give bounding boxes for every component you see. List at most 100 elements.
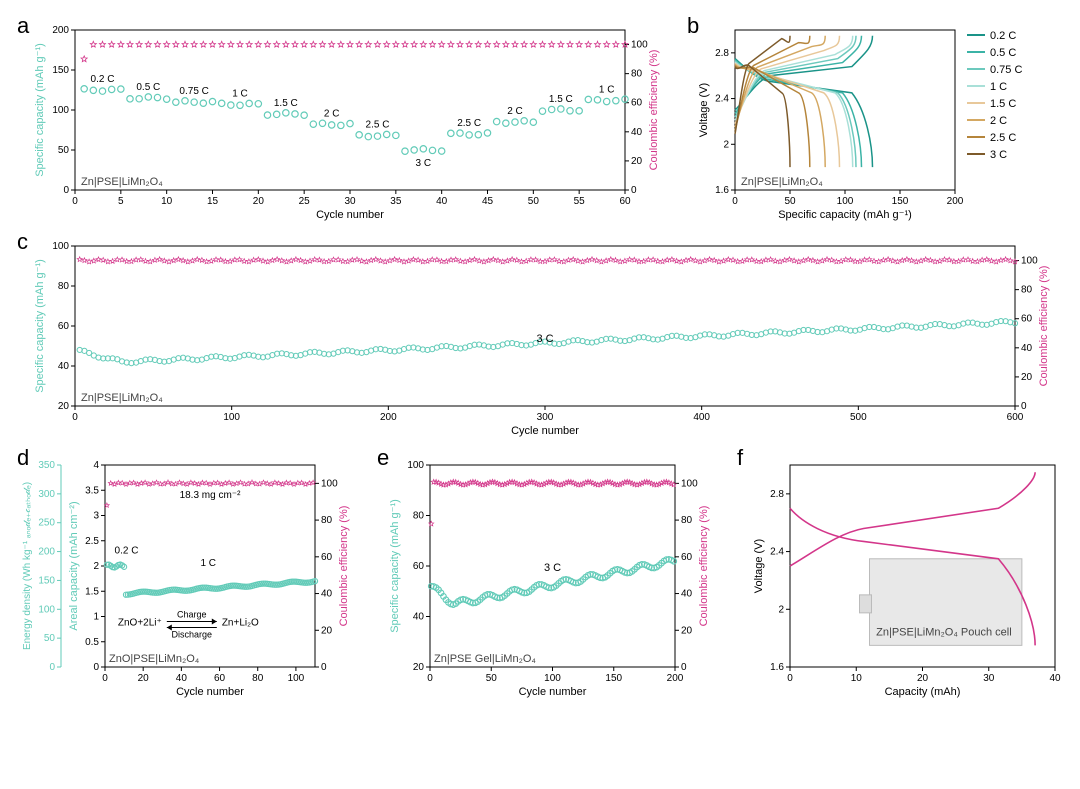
svg-text:250: 250 [38, 518, 55, 529]
svg-text:3 C: 3 C [544, 562, 561, 574]
svg-text:1 C: 1 C [990, 81, 1007, 93]
svg-text:0: 0 [321, 662, 327, 673]
svg-text:50: 50 [784, 196, 796, 207]
svg-text:2 C: 2 C [990, 115, 1007, 127]
panel-e-label: e [377, 445, 389, 471]
panel-c-label: c [17, 229, 28, 255]
svg-text:80: 80 [681, 515, 693, 526]
svg-text:100: 100 [223, 412, 240, 423]
svg-text:3: 3 [93, 511, 99, 522]
svg-text:1.6: 1.6 [770, 662, 784, 673]
svg-text:40: 40 [1021, 343, 1033, 354]
panel-d: d 020406080100Cycle number00.511.522.533… [15, 447, 365, 707]
svg-text:Capacity (mAh): Capacity (mAh) [885, 686, 961, 698]
panel-e: e 050100150200Cycle number20406080100Spe… [375, 447, 725, 707]
svg-text:60: 60 [321, 552, 333, 563]
svg-text:2: 2 [93, 561, 99, 572]
svg-text:0: 0 [631, 185, 637, 196]
svg-text:0.75 C: 0.75 C [179, 86, 208, 97]
svg-text:0.2 C: 0.2 C [91, 74, 115, 85]
svg-text:80: 80 [321, 515, 333, 526]
svg-text:Areal capacity (mAh cm⁻²): Areal capacity (mAh cm⁻²) [68, 501, 80, 630]
svg-text:100: 100 [52, 105, 69, 116]
svg-text:3.5: 3.5 [85, 485, 99, 496]
svg-text:0: 0 [681, 662, 687, 673]
panel-b: b 050100150200Specific capacity (mAh g⁻¹… [685, 15, 1065, 225]
svg-text:60: 60 [619, 196, 631, 207]
svg-text:1.5 C: 1.5 C [990, 98, 1016, 110]
svg-text:Zn|PSE|LiMn₂O₄: Zn|PSE|LiMn₂O₄ [81, 176, 163, 188]
svg-text:2.5 C: 2.5 C [366, 120, 390, 131]
svg-text:Coulombic efficiency (%): Coulombic efficiency (%) [698, 506, 710, 627]
svg-text:0.75 C: 0.75 C [990, 64, 1022, 76]
svg-text:100: 100 [681, 478, 698, 489]
svg-text:350: 350 [38, 460, 55, 471]
svg-text:Cycle number: Cycle number [316, 209, 384, 221]
svg-text:20: 20 [413, 662, 425, 673]
svg-text:2: 2 [723, 139, 729, 150]
svg-text:60: 60 [58, 321, 70, 332]
svg-text:Cycle number: Cycle number [519, 686, 587, 698]
svg-text:Coulombic efficiency (%): Coulombic efficiency (%) [1038, 266, 1050, 387]
svg-text:3 C: 3 C [416, 158, 432, 169]
svg-text:500: 500 [850, 412, 867, 423]
svg-text:40: 40 [58, 361, 70, 372]
svg-text:20: 20 [631, 156, 643, 167]
svg-text:20: 20 [321, 625, 333, 636]
svg-text:40: 40 [631, 127, 643, 138]
svg-text:0: 0 [427, 673, 433, 684]
svg-text:Voltage (V): Voltage (V) [753, 539, 765, 593]
svg-text:100: 100 [544, 673, 561, 684]
svg-text:Coulombic efficiency (%): Coulombic efficiency (%) [338, 506, 350, 627]
svg-text:3 C: 3 C [536, 333, 553, 345]
svg-text:1.5 C: 1.5 C [549, 94, 573, 105]
svg-text:0: 0 [102, 673, 108, 684]
svg-text:2.5: 2.5 [85, 536, 99, 547]
panel-d-label: d [17, 445, 29, 471]
svg-text:0: 0 [787, 673, 793, 684]
svg-text:30: 30 [983, 673, 995, 684]
svg-text:100: 100 [837, 196, 854, 207]
svg-text:0.2 C: 0.2 C [990, 30, 1016, 42]
svg-text:1.6: 1.6 [715, 185, 729, 196]
svg-text:150: 150 [605, 673, 622, 684]
svg-text:200: 200 [52, 25, 69, 36]
svg-text:2: 2 [778, 604, 784, 615]
svg-text:20: 20 [681, 625, 693, 636]
svg-text:50: 50 [528, 196, 540, 207]
svg-text:10: 10 [161, 196, 173, 207]
svg-text:4: 4 [93, 460, 99, 471]
svg-text:80: 80 [413, 511, 425, 522]
svg-text:20: 20 [253, 196, 265, 207]
svg-text:Specific capacity (mAh g⁻¹): Specific capacity (mAh g⁻¹) [34, 43, 46, 177]
svg-text:40: 40 [1049, 673, 1061, 684]
svg-text:Zn|PSE Gel|LiMn₂O₄: Zn|PSE Gel|LiMn₂O₄ [434, 653, 536, 665]
svg-text:20: 20 [1021, 372, 1033, 383]
svg-text:40: 40 [176, 673, 188, 684]
svg-text:300: 300 [38, 489, 55, 500]
svg-text:100: 100 [38, 604, 55, 615]
svg-text:40: 40 [681, 589, 693, 600]
panel-b-label: b [687, 13, 699, 39]
svg-text:50: 50 [44, 633, 56, 644]
svg-text:ZnO+2Li⁺: ZnO+2Li⁺ [118, 618, 162, 629]
svg-text:30: 30 [344, 196, 356, 207]
svg-text:2 C: 2 C [324, 108, 340, 119]
svg-text:1 C: 1 C [599, 84, 615, 95]
svg-text:0: 0 [72, 196, 78, 207]
svg-text:150: 150 [38, 575, 55, 586]
svg-text:100: 100 [321, 478, 338, 489]
svg-text:150: 150 [892, 196, 909, 207]
svg-text:Specific capacity (mAh g⁻¹): Specific capacity (mAh g⁻¹) [389, 499, 401, 633]
svg-text:35: 35 [390, 196, 402, 207]
svg-text:400: 400 [693, 412, 710, 423]
svg-text:Zn+Li₂O: Zn+Li₂O [222, 618, 259, 629]
svg-text:55: 55 [574, 196, 586, 207]
svg-text:40: 40 [321, 589, 333, 600]
svg-text:0: 0 [732, 196, 738, 207]
svg-text:Coulombic efficiency (%): Coulombic efficiency (%) [648, 50, 660, 171]
svg-text:5: 5 [118, 196, 124, 207]
svg-text:100: 100 [631, 40, 648, 51]
svg-text:1.5 C: 1.5 C [274, 98, 298, 109]
svg-text:25: 25 [299, 196, 311, 207]
